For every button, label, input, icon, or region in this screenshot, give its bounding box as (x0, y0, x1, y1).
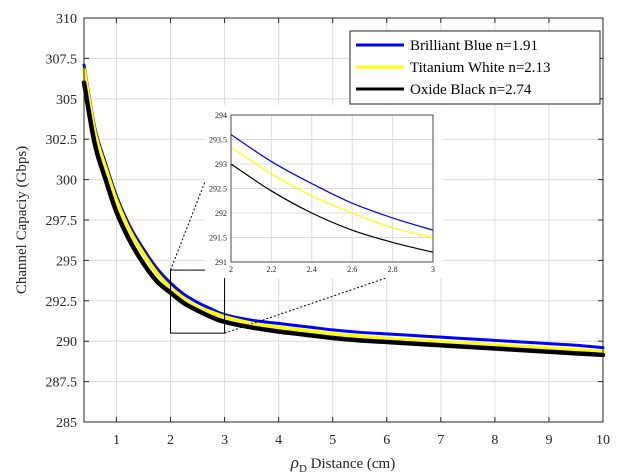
inset-x-tick-label: 2.4 (307, 265, 317, 274)
x-tick-label: 5 (329, 433, 336, 448)
series-lines (81, 63, 606, 358)
inset-x-tick-label: 2 (229, 265, 233, 274)
inset-y-tick-label: 293.5 (209, 136, 227, 145)
inset-backdrop (205, 105, 443, 278)
x-axis-ticks: 1 2 3 4 5 6 7 8 9 10 (113, 18, 610, 448)
inset-y-tick-label: 292.5 (209, 185, 227, 194)
y-axis-title: Channel Capaciy (Gbps) (14, 146, 30, 294)
legend: Brilliant Blue n=1.91 Titanium White n=2.… (349, 30, 601, 105)
x-tick-label: 4 (275, 433, 282, 448)
y-tick-label: 292.5 (46, 295, 78, 310)
y-tick-label: 295 (56, 254, 77, 269)
y-tick-label: 297.5 (46, 214, 78, 229)
series-line (82, 67, 605, 354)
zoom-connector-line (224, 261, 434, 334)
inset-y-tick-label: 292 (215, 209, 227, 218)
inset-x-tick-label: 3 (431, 265, 435, 274)
x-tick-label: 10 (596, 433, 610, 448)
x-tick-label: 6 (383, 433, 390, 448)
zoom-indicator (170, 114, 434, 334)
zoom-box (170, 269, 226, 334)
y-tick-label: 310 (56, 12, 77, 27)
y-axis-ticks: 285 287.5 290 292.5 295 297.5 300 302.5 305 307.5… (46, 12, 603, 431)
x-tick-label: 9 (545, 433, 552, 448)
x-tick-label: 7 (437, 433, 444, 448)
y-tick-label: 302.5 (46, 133, 78, 148)
inset-y-tick-label: 293 (215, 160, 227, 169)
legend-label: Titanium White n=2.13 (410, 60, 551, 76)
y-tick-label: 305 (56, 93, 77, 108)
inset-x-tick-label: 2.2 (266, 265, 276, 274)
inset-y-tick-label: 291.5 (209, 234, 227, 243)
x-tick-label: 3 (221, 433, 228, 448)
x-axis-title: ρD Distance (cm) (290, 453, 395, 475)
inset-frame (230, 114, 434, 263)
inset-x-tick-label: 2.8 (388, 265, 398, 274)
series-line (82, 63, 605, 350)
x-tick-label: 8 (491, 433, 498, 448)
legend-label: Brilliant Blue n=1.91 (410, 38, 538, 54)
inset-plot: 2 2.2 2.4 2.6 2.8 3 291 291.5 292 292.5 293 293.5 29… (205, 105, 443, 278)
series-line (81, 80, 606, 358)
legend-label: Oxide Black n=2.74 (410, 82, 532, 98)
y-tick-label: 287.5 (46, 376, 78, 391)
inset-y-tick-label: 291 (215, 258, 227, 267)
inset-y-tick-label: 294 (215, 111, 227, 120)
inset-series-line (230, 163, 434, 253)
y-tick-label: 300 (56, 174, 77, 189)
y-tick-label: 307.5 (46, 52, 78, 67)
x-tick-label: 1 (113, 433, 120, 448)
x-axis-symbol: ρ (290, 453, 299, 472)
x-tick-label: 2 (167, 433, 174, 448)
x-axis-subscript: D (299, 463, 307, 475)
y-tick-label: 290 (56, 335, 77, 350)
inset-x-tick-label: 2.6 (347, 265, 357, 274)
inset-series-line (230, 146, 434, 239)
inset-series-line (230, 134, 434, 231)
x-axis-label-text: Distance (cm) (307, 456, 395, 472)
y-tick-label: 285 (56, 416, 77, 431)
